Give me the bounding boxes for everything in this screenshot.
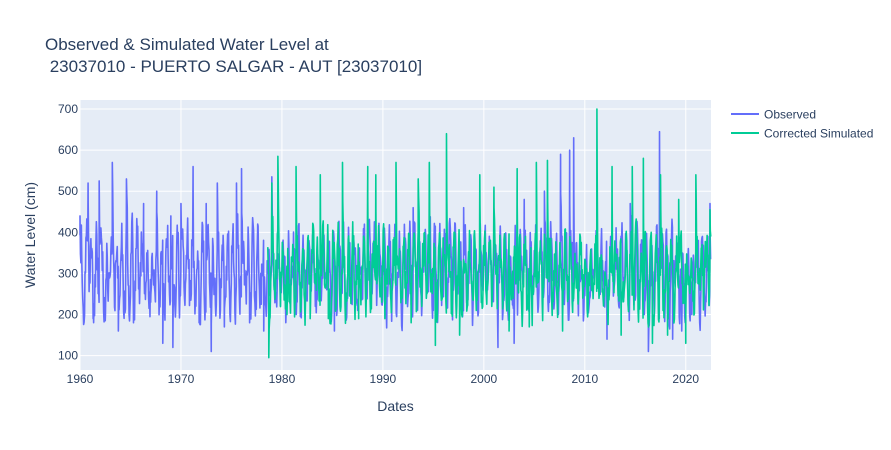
x-tick-label: 1970 bbox=[168, 372, 195, 386]
series-layer bbox=[79, 108, 712, 359]
series-line-corrected-simulated bbox=[266, 108, 712, 359]
x-tick-labels: 1960 1970 1980 1990 2000 2010 2020 bbox=[67, 372, 700, 386]
legend-item-observed[interactable]: Observed bbox=[731, 108, 816, 122]
legend-item-corrected-simulated[interactable]: Corrected Simulated bbox=[731, 127, 873, 141]
y-tick-label: 300 bbox=[58, 266, 78, 280]
chart-title-line1: Observed & Simulated Water Level at bbox=[45, 35, 329, 54]
x-tick-label: 1990 bbox=[370, 372, 397, 386]
x-tick-label: 2020 bbox=[672, 372, 699, 386]
y-axis-title: Water Level (cm) bbox=[22, 182, 38, 288]
y-tick-labels: 100 200 300 400 500 600 700 bbox=[58, 102, 78, 363]
x-tick-label: 2010 bbox=[571, 372, 598, 386]
y-tick-label: 100 bbox=[58, 349, 78, 363]
y-tick-label: 700 bbox=[58, 102, 78, 116]
x-tick-label: 2000 bbox=[470, 372, 497, 386]
y-tick-label: 600 bbox=[58, 143, 78, 157]
y-tick-label: 200 bbox=[58, 308, 78, 322]
x-tick-label: 1980 bbox=[269, 372, 296, 386]
x-axis-title: Dates bbox=[377, 398, 414, 414]
chart-title-line2: 23037010 - PUERTO SALGAR - AUT [23037010… bbox=[45, 57, 422, 76]
x-tick-label: 1960 bbox=[67, 372, 94, 386]
legend-label-corrected-simulated: Corrected Simulated bbox=[764, 127, 873, 141]
y-tick-label: 500 bbox=[58, 184, 78, 198]
y-tick-label: 400 bbox=[58, 225, 78, 239]
legend[interactable]: Observed Corrected Simulated bbox=[731, 108, 873, 141]
legend-label-observed: Observed bbox=[764, 108, 816, 122]
